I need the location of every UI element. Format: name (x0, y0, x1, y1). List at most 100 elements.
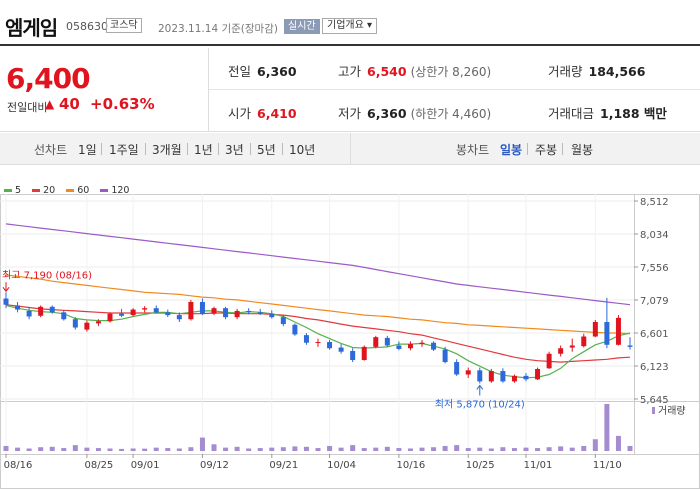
legend-ma60: 60 (66, 185, 89, 196)
volume-bar (257, 448, 263, 451)
period-10y[interactable]: 10년 (289, 143, 316, 157)
volume-bar (188, 447, 194, 451)
candle-body (246, 310, 252, 313)
candle-body (604, 321, 610, 345)
high-value: 6,540 (367, 64, 407, 79)
legend-ma5: 5 (4, 185, 21, 196)
period-1d[interactable]: 1일 (78, 143, 97, 157)
candle-body (3, 298, 9, 305)
volume-bar (119, 448, 125, 451)
volume-bar (107, 448, 113, 451)
up-arrow-icon: ▲ (45, 97, 55, 111)
volume-bar (604, 404, 610, 451)
x-tick-label: 11/01 (524, 460, 553, 471)
quote-panel: 6,400 전일대비 ▲ 40 +0.63% 전일 6,360 고가 6,540 (상… (0, 48, 700, 132)
market-badge: 코스닥 (106, 18, 142, 33)
high-annotation: 최고 7,190 (08/16) (2, 269, 92, 281)
y-tick-label: 8,034 (640, 230, 669, 241)
candle-body (419, 342, 425, 345)
candle-body (535, 368, 541, 380)
volume-bar (627, 445, 633, 451)
volume-bar (373, 447, 379, 451)
low-annotation: 최저 5,870 (10/24) (435, 398, 525, 410)
candle-body (350, 351, 356, 360)
candle-body (511, 375, 517, 382)
candle-body (442, 349, 448, 363)
candle-body (465, 370, 471, 375)
candle-body (592, 321, 598, 337)
legend-ma120: 120 (100, 185, 129, 196)
candle-body (153, 308, 159, 313)
open-label: 시가 (228, 106, 252, 121)
candlestick-chart[interactable]: 8,512 8,034 7,556 7,079 6,601 6,123 5,645 08/16… (0, 166, 700, 490)
period-1w[interactable]: 1주일 (109, 143, 139, 157)
period-3y[interactable]: 3년 (225, 143, 244, 157)
volume-bar (523, 447, 529, 451)
legend-ma20: 20 (32, 185, 55, 196)
volume-bar (234, 446, 240, 451)
volume-bar (338, 447, 344, 451)
candle-body (523, 375, 529, 380)
volume-bar (211, 444, 217, 451)
prev-close-value: 6,360 (257, 64, 297, 79)
company-profile-dropdown[interactable]: 기업개요 ▾ (322, 18, 377, 34)
volume-bar (142, 448, 148, 451)
stock-name: 엠게임 (5, 16, 58, 40)
period-3m[interactable]: 3개월 (152, 143, 182, 157)
volume-bar (407, 448, 413, 451)
y-tick-label: 8,512 (640, 197, 669, 208)
amount-label: 거래대금 (548, 106, 595, 121)
x-tick-label: 09/01 (131, 460, 160, 471)
volume-bar (442, 445, 448, 451)
candle-body (142, 308, 148, 310)
candle-body (615, 317, 621, 345)
volume-bar (465, 448, 471, 451)
volume-bar (84, 447, 90, 451)
y-tick-label: 7,079 (640, 296, 669, 307)
volume-bar (454, 445, 460, 451)
candle-monthly[interactable]: 월봉 (571, 143, 594, 157)
line-chart-label: 선차트 (34, 143, 68, 157)
volume-bar (223, 447, 229, 451)
candle-body (107, 313, 113, 322)
volume-bar (419, 447, 425, 451)
period-1y[interactable]: 1년 (194, 143, 213, 157)
candle-body (26, 310, 32, 317)
volume-bar (269, 447, 275, 451)
change-value: 40 (59, 95, 80, 113)
volume-bar (38, 447, 44, 451)
period-5y[interactable]: 5년 (257, 143, 276, 157)
volume-label: 거래량 (548, 64, 583, 79)
volume-bar (176, 448, 182, 451)
volume-bar (327, 445, 333, 451)
volume-bar (315, 448, 321, 451)
candle-body (130, 309, 136, 316)
candle-body (211, 308, 217, 314)
low-cell: 저가 6,360 (하한가 4,460) (338, 103, 491, 122)
candle-body (95, 321, 101, 324)
candle-body (188, 301, 194, 320)
candle-weekly[interactable]: 주봉 (535, 143, 558, 157)
y-tick-label: 6,601 (640, 329, 669, 340)
candle-body (384, 337, 390, 346)
realtime-button[interactable]: 실시간 (284, 19, 320, 34)
candle-daily[interactable]: 일봉 (500, 143, 523, 157)
candle-body (373, 337, 379, 347)
high-cell: 고가 6,540 (상한가 8,260) (338, 61, 491, 80)
candle-body (61, 312, 67, 320)
candle-body (176, 315, 182, 320)
low-label: 저가 (338, 106, 362, 121)
low-value: 6,360 (367, 106, 407, 121)
volume-bar (615, 435, 621, 451)
volume-bar (280, 447, 286, 451)
candle-body (84, 322, 90, 330)
upper-limit: (상한가 8,260) (410, 65, 492, 79)
x-tick-label: 09/21 (269, 460, 298, 471)
volume-bar (488, 448, 494, 451)
ma-legend: 5 20 60 120 (4, 185, 137, 196)
y-tick-label: 5,645 (640, 395, 669, 406)
quote-date: 2023.11.14 기준(장마감) (158, 23, 278, 35)
high-arrow-head (2, 287, 10, 293)
candle-body (257, 312, 263, 314)
low-arrow-head (476, 384, 484, 390)
